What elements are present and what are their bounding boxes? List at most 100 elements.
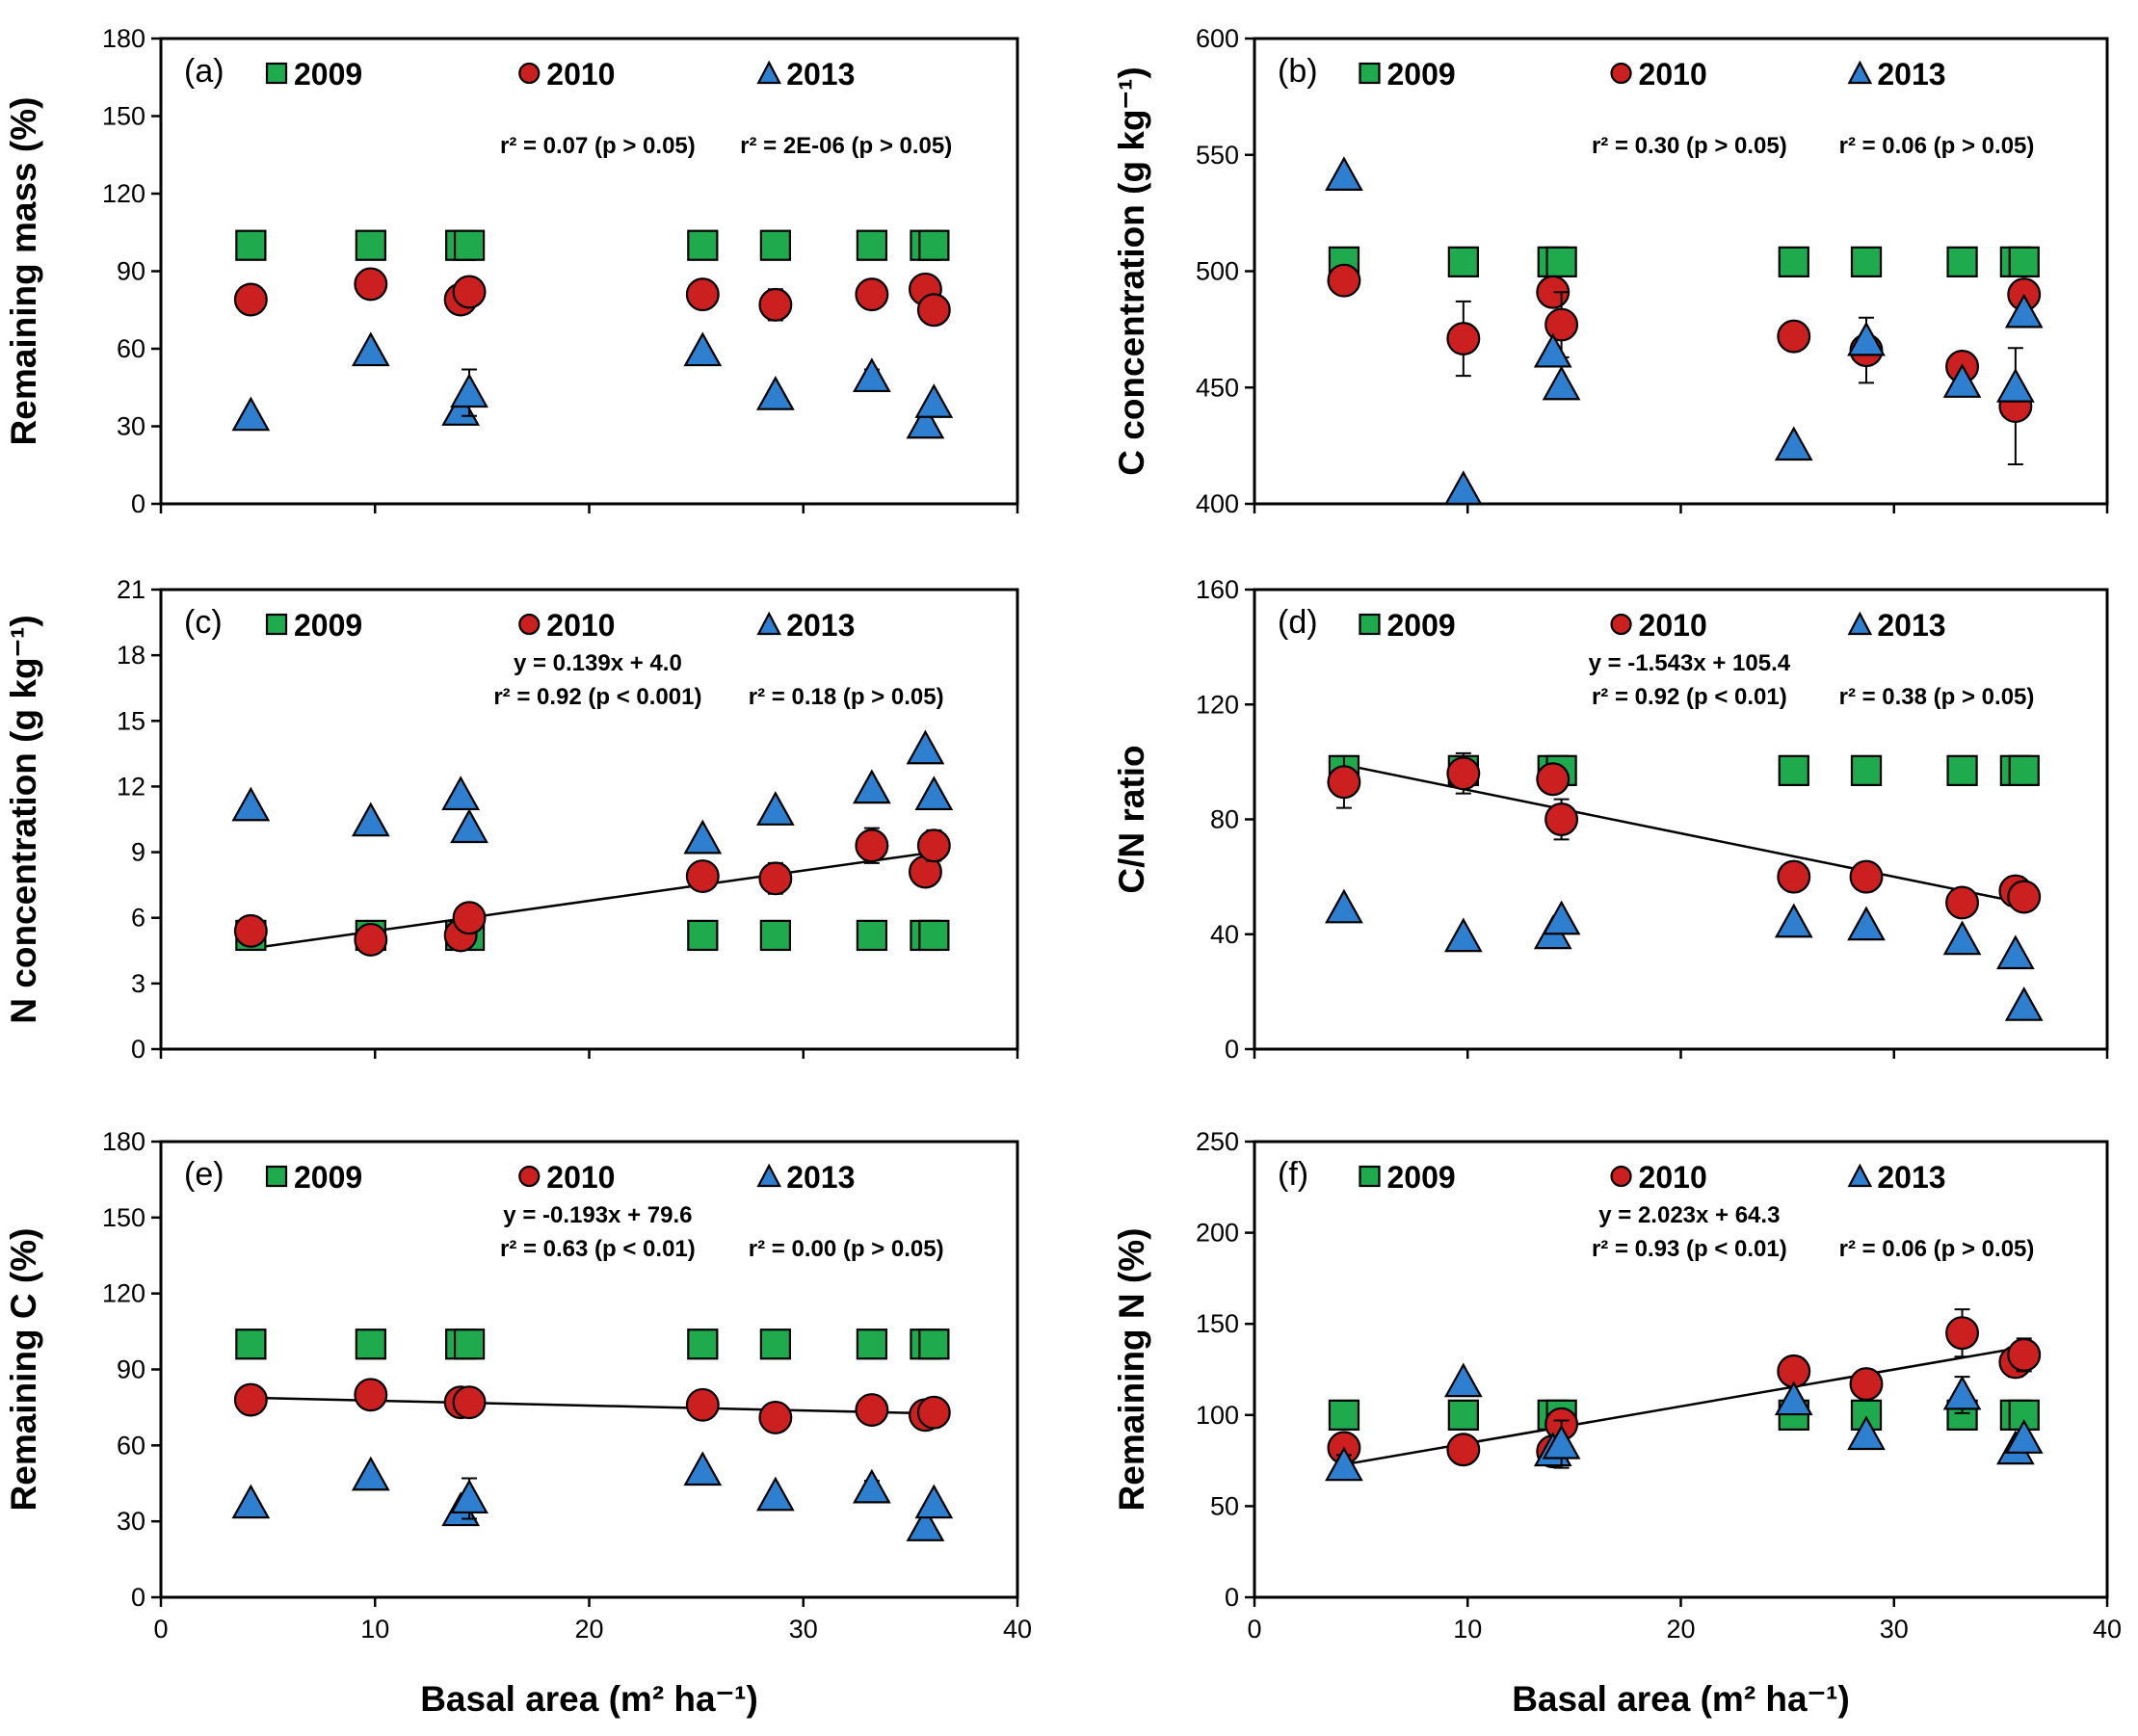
y-tick-label: 500 bbox=[1196, 257, 1239, 286]
data-point-2009 bbox=[453, 229, 486, 261]
legend-item-2009: 2009 bbox=[265, 57, 362, 92]
legend-label: 2013 bbox=[786, 1160, 855, 1195]
plot-frame bbox=[159, 37, 1019, 506]
data-point-2010 bbox=[1849, 1367, 1884, 1402]
y-tick-label: 0 bbox=[131, 1583, 145, 1612]
data-point-2009 bbox=[1447, 246, 1479, 277]
panel-a: 0 30 60 90 120 150 180 Remaining mass (%) (a) 200… bbox=[4, 24, 1019, 518]
data-point-2013 bbox=[1847, 321, 1886, 356]
legend-item-2010: 2010 bbox=[1610, 57, 1707, 92]
series-2013 bbox=[1325, 888, 2044, 1021]
legend-triangle-marker bbox=[756, 611, 782, 636]
y-axis-label: N concentration (g kg⁻¹) bbox=[4, 615, 43, 1023]
data-point-2013 bbox=[2004, 293, 2044, 329]
data-point-2013 bbox=[351, 331, 390, 367]
y-tick-label: 160 bbox=[1196, 575, 1239, 604]
data-point-2010 bbox=[1945, 1316, 1980, 1351]
annotation: r² = 0.92 (p < 0.01) bbox=[1592, 684, 1787, 710]
data-point-2009 bbox=[918, 919, 950, 952]
data-point-2013 bbox=[683, 819, 723, 855]
data-point-2009 bbox=[355, 1328, 386, 1360]
y-tick-label: 50 bbox=[1210, 1491, 1239, 1520]
annotation: y = -0.193x + 79.6 bbox=[503, 1202, 692, 1228]
data-point-2010 bbox=[354, 267, 388, 302]
y-tick-label: 120 bbox=[1196, 690, 1239, 719]
legend-label: 2009 bbox=[294, 608, 362, 643]
annotation: r² = 0.07 (p > 0.05) bbox=[500, 133, 696, 159]
legend-item-2009: 2009 bbox=[1359, 1160, 1456, 1195]
series-2009 bbox=[235, 229, 950, 261]
y-tick-label: 250 bbox=[1196, 1127, 1239, 1156]
series-2010 bbox=[233, 267, 951, 328]
data-point-2013 bbox=[450, 808, 488, 844]
data-point-2009 bbox=[1946, 246, 1978, 277]
data-point-2010 bbox=[354, 922, 388, 957]
legend-item-2013: 2013 bbox=[1847, 608, 1946, 643]
legend-triangle-marker bbox=[1847, 60, 1873, 85]
data-point-2009 bbox=[1778, 246, 1809, 277]
y-tick-label: 3 bbox=[131, 969, 145, 998]
data-point-2013 bbox=[1443, 917, 1483, 953]
data-point-2010 bbox=[916, 829, 951, 863]
data-point-2010 bbox=[1446, 322, 1481, 355]
y-tick-label: 550 bbox=[1196, 141, 1239, 170]
legend-triangle-marker bbox=[1847, 1163, 1873, 1188]
data-point-2009 bbox=[759, 919, 792, 952]
data-point-2013 bbox=[914, 1484, 954, 1519]
annotation: y = 0.139x + 4.0 bbox=[514, 650, 682, 676]
legend-label: 2013 bbox=[786, 57, 855, 92]
annotation: r² = 0.93 (p < 0.01) bbox=[1592, 1236, 1787, 1262]
data-point-2013 bbox=[1995, 367, 2035, 403]
y-tick-label: 450 bbox=[1196, 373, 1239, 402]
series-2009 bbox=[1328, 246, 2040, 277]
y-axis-label: Remaining C (%) bbox=[4, 1228, 43, 1512]
y-tick-label: 600 bbox=[1196, 24, 1239, 53]
x-tick-label: 30 bbox=[789, 1615, 818, 1644]
legend-item-2010: 2010 bbox=[518, 57, 615, 92]
annotation: r² = 0.38 (p > 0.05) bbox=[1839, 684, 2035, 710]
data-point-2013 bbox=[853, 357, 891, 393]
legend-item-2010: 2010 bbox=[1610, 608, 1707, 643]
data-point-2010 bbox=[758, 287, 793, 322]
data-point-2013 bbox=[1443, 1362, 1483, 1398]
y-tick-label: 9 bbox=[131, 838, 145, 867]
data-point-2010 bbox=[916, 1395, 951, 1430]
panel-f: 0 50 100 150 200 250 0 10 20 30 40 Remaining N (%) B… bbox=[1112, 1127, 2122, 1719]
data-point-2009 bbox=[759, 229, 792, 261]
annotation: r² = 0.18 (p > 0.05) bbox=[749, 684, 944, 710]
legend-circle-marker bbox=[518, 1165, 541, 1188]
y-tick-label: 90 bbox=[117, 257, 145, 286]
legend-item-2009: 2009 bbox=[265, 1160, 362, 1195]
data-point-2013 bbox=[1325, 156, 1363, 191]
data-point-2009 bbox=[1850, 246, 1883, 277]
data-point-2009 bbox=[687, 919, 719, 952]
y-tick-label: 80 bbox=[1210, 805, 1239, 834]
legend-square-marker bbox=[1359, 62, 1381, 85]
data-point-2009 bbox=[759, 1328, 792, 1360]
series-2013 bbox=[231, 1451, 954, 1541]
data-point-2010 bbox=[855, 277, 889, 312]
legend-circle-marker bbox=[1610, 62, 1632, 85]
x-axis-label: Basal area (m² ha⁻¹) bbox=[420, 1679, 758, 1719]
data-point-2010 bbox=[1327, 765, 1361, 800]
data-point-2013 bbox=[755, 1476, 795, 1512]
data-point-2013 bbox=[914, 383, 954, 418]
data-point-2013 bbox=[906, 729, 945, 765]
data-point-2009 bbox=[235, 1328, 267, 1360]
data-point-2010 bbox=[233, 1382, 268, 1417]
y-tick-label: 0 bbox=[1225, 1035, 1239, 1064]
data-point-2013 bbox=[450, 373, 488, 408]
data-point-2013 bbox=[1542, 1424, 1581, 1460]
data-point-2010 bbox=[916, 293, 951, 328]
data-point-2010 bbox=[685, 1387, 720, 1422]
data-point-2013 bbox=[2004, 1419, 2044, 1454]
data-point-2010 bbox=[685, 277, 720, 312]
data-point-2010 bbox=[452, 275, 487, 309]
legend-item-2009: 2009 bbox=[1359, 608, 1456, 643]
data-point-2013 bbox=[906, 1507, 945, 1541]
panel-label: (c) bbox=[184, 604, 223, 641]
y-tick-label: 12 bbox=[117, 772, 145, 801]
x-tick-label: 0 bbox=[153, 1615, 168, 1644]
y-tick-label: 30 bbox=[117, 412, 145, 441]
series-2010 bbox=[1327, 1308, 2042, 1469]
